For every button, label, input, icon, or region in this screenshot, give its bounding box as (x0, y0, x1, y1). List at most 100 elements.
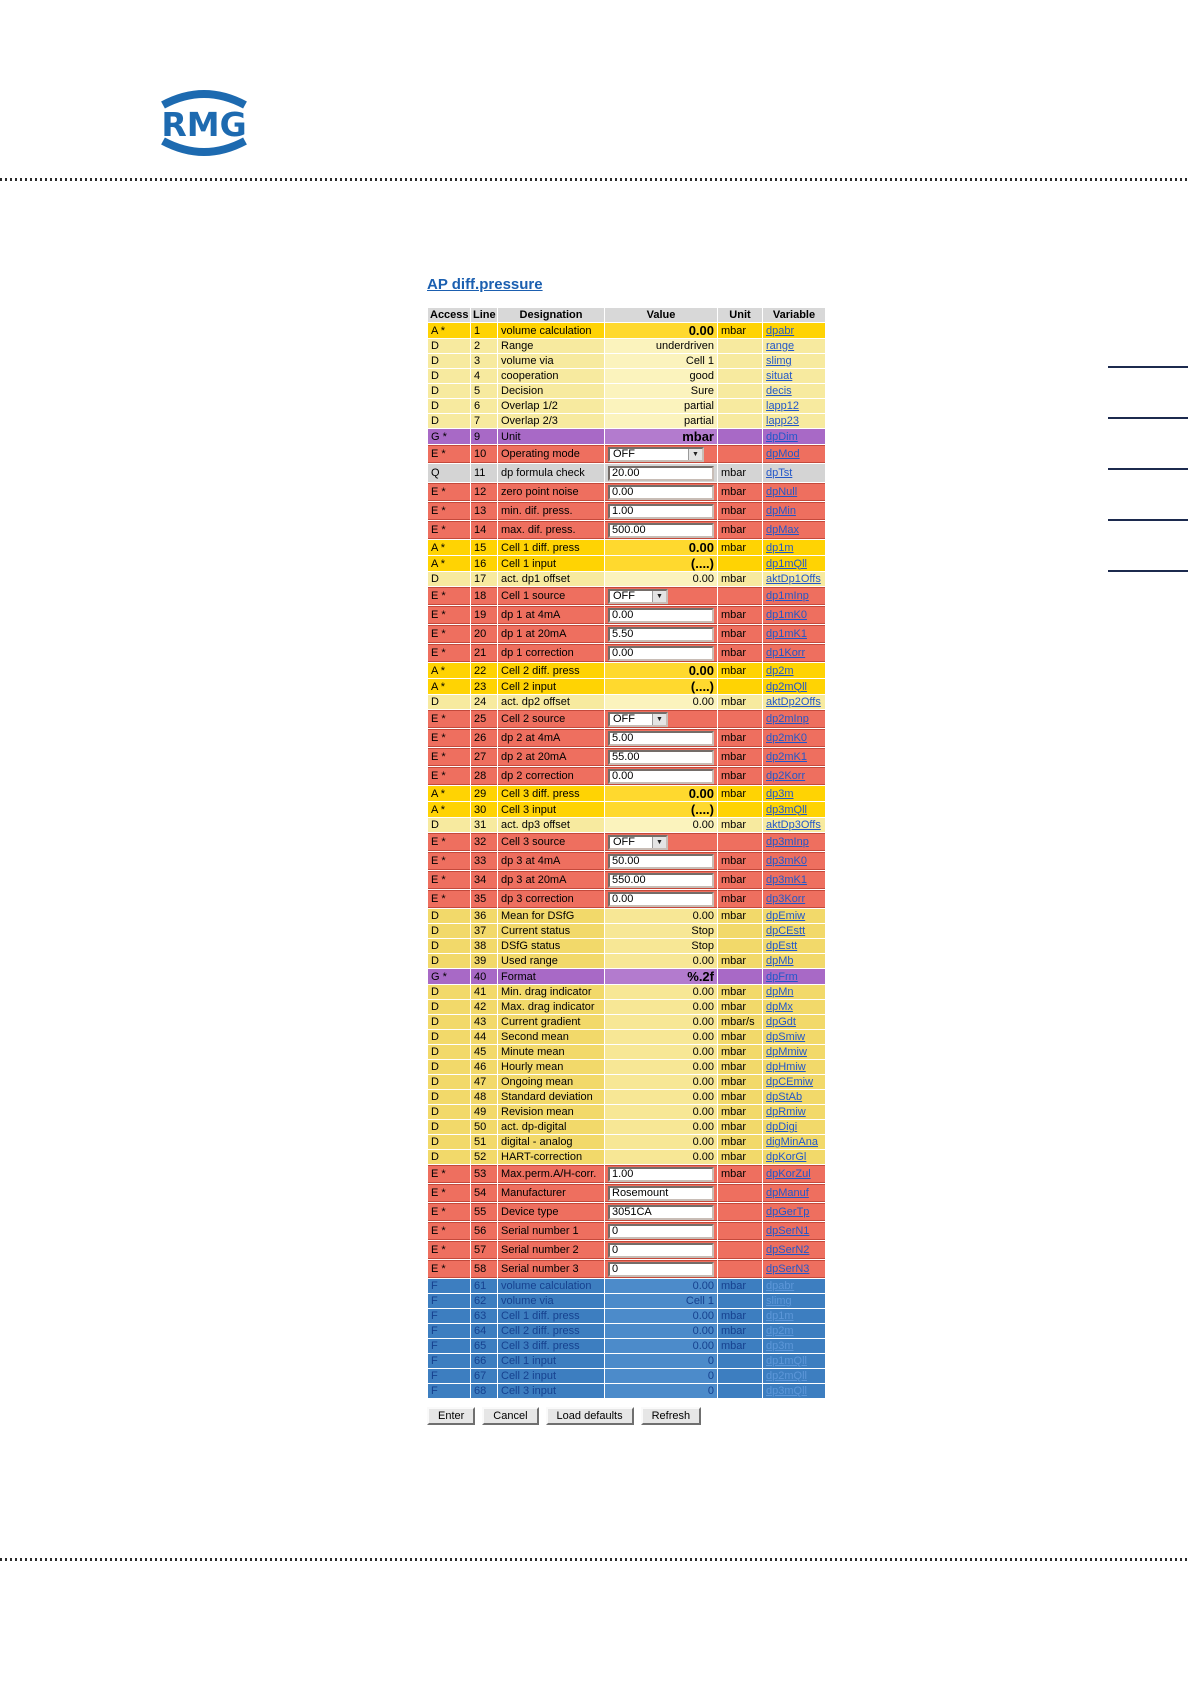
variable-link[interactable]: dpSerN1 (766, 1225, 810, 1237)
variable-link[interactable]: dp1mK0 (766, 609, 807, 621)
variable-link[interactable]: lapp23 (766, 415, 800, 427)
variable-link[interactable]: dpabr (766, 324, 795, 337)
variable-link[interactable]: dpNull (766, 486, 798, 498)
variable-link[interactable]: dpCEstt (766, 925, 806, 937)
cancel-button[interactable]: Cancel (482, 1407, 539, 1425)
value-input[interactable] (608, 626, 714, 642)
variable-link[interactable]: dpEstt (766, 940, 798, 952)
value-input[interactable] (608, 768, 714, 784)
value-input[interactable] (608, 503, 714, 519)
designation-cell: Cell 1 diff. press (498, 1309, 604, 1323)
unit-cell (718, 384, 762, 398)
variable-link[interactable]: dpCEmiw (766, 1076, 814, 1088)
value-input[interactable] (608, 730, 714, 746)
variable-link[interactable]: dpHmiw (766, 1061, 806, 1073)
line-cell: 51 (471, 1135, 497, 1149)
variable-link[interactable]: dpMax (766, 524, 800, 536)
value-select[interactable]: OFF ▼ (608, 588, 668, 604)
value-input[interactable] (608, 872, 714, 888)
variable-link[interactable]: dpMmiw (766, 1046, 807, 1058)
variable-link[interactable]: dpMin (766, 505, 796, 517)
value-input[interactable] (608, 1166, 714, 1182)
value-input[interactable] (608, 607, 714, 623)
variable-link[interactable]: dp1mQll (766, 557, 807, 570)
value-select[interactable]: OFF ▼ (608, 711, 668, 727)
variable-link[interactable]: dp3Korr (766, 893, 806, 905)
variable-link[interactable]: dpEmiw (766, 910, 806, 922)
value-select[interactable]: OFF ▼ (608, 834, 668, 850)
variable-link[interactable]: dp1mK1 (766, 628, 807, 640)
variable-link[interactable]: dp3mK0 (766, 855, 807, 867)
variable-link[interactable]: dp2mQll (766, 1370, 807, 1382)
variable-link[interactable]: slimg (766, 1295, 792, 1307)
variable-link[interactable]: aktDp3Offs (766, 819, 821, 831)
page-title-link[interactable]: AP diff.pressure (427, 276, 543, 293)
value-input[interactable] (608, 1223, 714, 1239)
variable-link[interactable]: dpKorZul (766, 1168, 811, 1180)
value-input[interactable] (608, 484, 714, 500)
variable-link[interactable]: dpManuf (766, 1187, 809, 1199)
value-input[interactable] (608, 1204, 714, 1220)
variable-link[interactable]: dp2mInp (766, 713, 809, 725)
variable-link[interactable]: digMinAna (766, 1136, 818, 1148)
variable-cell: dpabr (763, 323, 825, 338)
variable-link[interactable]: dp1mQll (766, 1355, 807, 1367)
access-cell: E * (428, 890, 470, 908)
variable-link[interactable]: dpSerN3 (766, 1263, 810, 1275)
load-defaults-button[interactable]: Load defaults (545, 1407, 634, 1425)
variable-link[interactable]: dp1m (766, 1310, 794, 1322)
variable-link[interactable]: dp1m (766, 541, 794, 554)
value-input[interactable] (608, 1185, 714, 1201)
variable-link[interactable]: dp2mK0 (766, 732, 807, 744)
variable-link[interactable]: situat (766, 370, 793, 382)
value-input[interactable] (608, 749, 714, 765)
refresh-button[interactable]: Refresh (640, 1407, 702, 1425)
variable-link[interactable]: dpStAb (766, 1091, 803, 1103)
variable-link[interactable]: dpabr (766, 1280, 795, 1292)
unit-cell: mbar (718, 483, 762, 501)
variable-link[interactable]: dpMod (766, 448, 800, 460)
variable-link[interactable]: dp3mInp (766, 836, 809, 848)
value-select[interactable]: OFF ▼ (608, 446, 704, 462)
value-input[interactable] (608, 1242, 714, 1258)
variable-link[interactable]: dpRmiw (766, 1106, 806, 1118)
value-input[interactable] (608, 522, 714, 538)
variable-link[interactable]: dp1mInp (766, 590, 809, 602)
value-input[interactable] (608, 891, 714, 907)
variable-link[interactable]: slimg (766, 355, 792, 367)
variable-link[interactable]: dpDim (766, 430, 798, 443)
enter-button[interactable]: Enter (427, 1407, 476, 1425)
variable-link[interactable]: dpMx (766, 1001, 793, 1013)
variable-link[interactable]: dpSmiw (766, 1031, 806, 1043)
variable-link[interactable]: dpGdt (766, 1016, 796, 1028)
variable-link[interactable]: dp2mK1 (766, 751, 807, 763)
variable-link[interactable]: dpSerN2 (766, 1244, 810, 1256)
variable-link[interactable]: range (766, 340, 795, 352)
variable-link[interactable]: dpMn (766, 986, 794, 998)
value-input[interactable] (608, 1261, 714, 1277)
variable-link[interactable]: dp1Korr (766, 647, 806, 659)
variable-link[interactable]: dp3m (766, 1340, 794, 1352)
variable-link[interactable]: dp2m (766, 1325, 794, 1337)
variable-link[interactable]: dp2mQll (766, 680, 807, 693)
variable-link[interactable]: dp3mK1 (766, 874, 807, 886)
variable-link[interactable]: dpDigi (766, 1121, 798, 1133)
variable-link[interactable]: dpGerTp (766, 1206, 810, 1218)
variable-link[interactable]: dp2m (766, 664, 794, 677)
variable-link[interactable]: aktDp1Offs (766, 573, 821, 585)
variable-link[interactable]: dp2Korr (766, 770, 806, 782)
variable-link[interactable]: dpTst (766, 467, 793, 479)
value-input[interactable] (608, 465, 714, 481)
value-input[interactable] (608, 645, 714, 661)
variable-link[interactable]: lapp12 (766, 400, 800, 412)
value-input[interactable] (608, 853, 714, 869)
variable-link[interactable]: dp3mQll (766, 1385, 807, 1397)
variable-link[interactable]: dp3m (766, 787, 794, 800)
variable-link[interactable]: aktDp2Offs (766, 696, 821, 708)
variable-link[interactable]: dpFrm (766, 970, 798, 983)
variable-link[interactable]: dpMb (766, 955, 794, 967)
table-row: F 68 Cell 3 input 0 dp3mQll (428, 1384, 825, 1398)
variable-link[interactable]: decis (766, 385, 792, 397)
variable-link[interactable]: dp3mQll (766, 803, 807, 816)
variable-link[interactable]: dpKorGl (766, 1151, 807, 1163)
